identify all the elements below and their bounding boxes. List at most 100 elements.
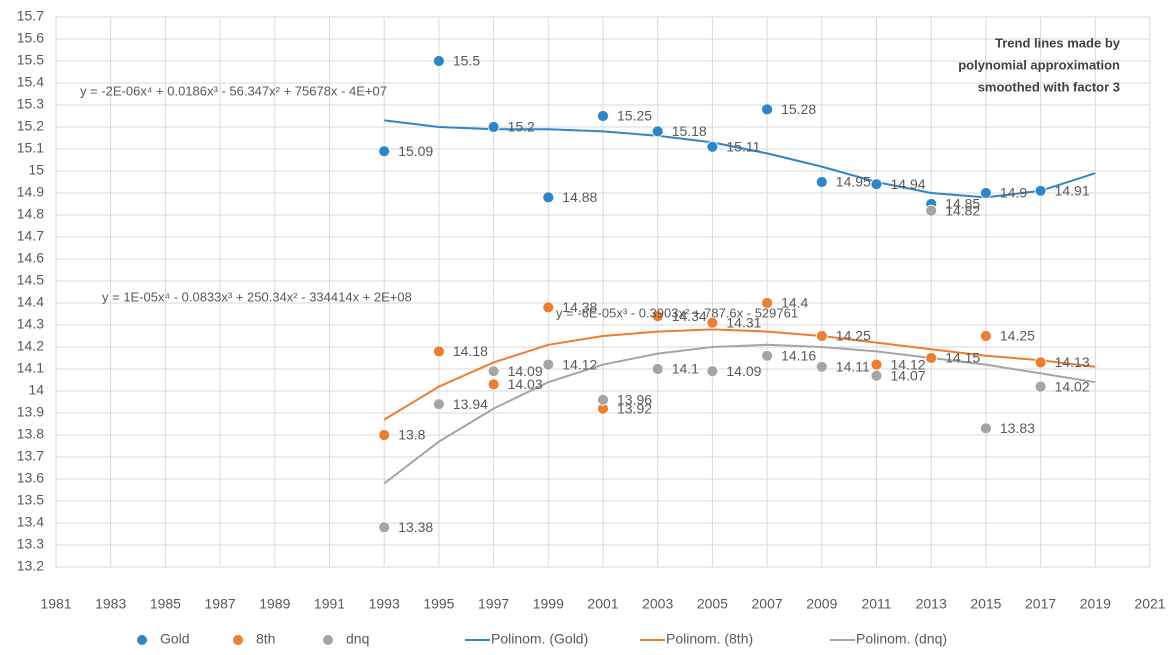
point — [980, 422, 992, 435]
y-tick-label: 14.2 — [17, 338, 44, 354]
point — [1034, 356, 1047, 369]
point — [487, 365, 500, 378]
data-label: 14.88 — [562, 189, 597, 205]
y-tick-label: 15.7 — [17, 8, 44, 24]
point — [761, 297, 773, 309]
point — [815, 176, 828, 188]
y-tick-label: 14.1 — [17, 360, 44, 376]
data-label: 14.38 — [562, 299, 597, 315]
data-label: 14.94 — [891, 176, 926, 192]
y-tick-label: 13.2 — [17, 558, 44, 574]
data-label: 15.2 — [508, 119, 535, 135]
point — [542, 191, 555, 204]
x-tick-label: 1981 — [40, 596, 71, 612]
trend-equation: y = -6E-05x³ - 0.3903x² + 787.6x - 52976… — [556, 305, 798, 320]
x-tick-label: 2005 — [697, 596, 728, 612]
legend-label: Gold — [160, 631, 190, 647]
y-tick-label: 14.6 — [17, 250, 44, 266]
y-tick-label: 14.7 — [17, 228, 44, 244]
data-label: 14.12 — [891, 356, 926, 372]
chart-title: Trend lines made by — [995, 35, 1121, 50]
point — [378, 521, 391, 534]
x-tick-label: 2015 — [970, 596, 1001, 612]
data-label: 14.25 — [836, 328, 871, 344]
legend-label: dnq — [346, 631, 369, 647]
data-label: 13.83 — [1000, 420, 1035, 436]
data-label: 14.13 — [1055, 354, 1090, 370]
data-label: 14.03 — [508, 376, 543, 392]
point — [1034, 380, 1047, 393]
point — [651, 363, 664, 375]
y-tick-label: 13.7 — [17, 448, 44, 464]
data-label: 14.91 — [1055, 183, 1090, 199]
x-tick-label: 2017 — [1025, 596, 1056, 612]
point — [651, 310, 664, 323]
x-tick-label: 1989 — [259, 596, 290, 612]
x-tick-label: 1985 — [150, 596, 181, 612]
y-tick-label: 15.5 — [17, 52, 44, 68]
data-label: 14.9 — [1000, 185, 1027, 201]
trend-equation: y = -2E-06x⁴ + 0.0186x³ - 56.347x² + 756… — [80, 83, 387, 98]
data-label: 14.34 — [672, 308, 707, 324]
legend-marker — [323, 635, 333, 645]
data-label: 14.09 — [508, 363, 543, 379]
data-label: 13.94 — [453, 396, 488, 412]
data-label: 14.11 — [836, 359, 870, 375]
y-tick-label: 13.5 — [17, 492, 44, 508]
x-tick-label: 1993 — [369, 596, 400, 612]
y-tick-label: 14 — [28, 382, 44, 398]
point — [706, 365, 719, 378]
data-label: 13.92 — [617, 400, 652, 416]
legend-marker — [137, 635, 147, 645]
point — [432, 345, 445, 358]
y-tick-label: 14.9 — [17, 184, 44, 200]
trend-equation: y = 1E-05x⁴ - 0.0833x³ + 250.34x² - 3344… — [102, 289, 412, 304]
point — [432, 55, 445, 67]
legend-label: Polinom. (8th) — [666, 631, 753, 647]
y-tick-label: 15.2 — [17, 118, 44, 134]
data-label: 15.28 — [781, 101, 816, 117]
data-label: 14.12 — [562, 356, 597, 372]
point — [706, 316, 719, 329]
chart-title: polynomial approximation — [958, 57, 1120, 72]
legend-label: 8th — [256, 631, 275, 647]
point — [870, 358, 883, 371]
x-tick-label: 2007 — [752, 596, 783, 612]
point — [706, 140, 719, 153]
point — [487, 121, 500, 133]
point — [815, 360, 828, 373]
data-label: 13.96 — [617, 392, 652, 408]
y-tick-label: 14.3 — [17, 316, 44, 332]
trend-line — [383, 328, 1096, 421]
y-tick-label: 13.9 — [17, 404, 44, 420]
x-tick-label: 1987 — [205, 596, 236, 612]
y-tick-label: 13.8 — [17, 426, 44, 442]
point — [980, 187, 992, 199]
x-tick-label: 2013 — [916, 596, 947, 612]
y-tick-label: 13.6 — [17, 470, 44, 486]
point — [651, 125, 664, 138]
y-tick-label: 15.3 — [17, 96, 44, 112]
data-label: 13.38 — [398, 519, 433, 535]
point — [378, 429, 391, 441]
y-tick-label: 15.6 — [17, 30, 44, 46]
point — [925, 352, 938, 364]
y-tick-label: 13.3 — [17, 536, 44, 552]
data-label: 14.85 — [945, 196, 980, 212]
point — [542, 358, 555, 371]
point — [1034, 184, 1047, 197]
legend-label: Polinom. (Gold) — [491, 631, 588, 647]
data-label: 14.18 — [453, 343, 488, 359]
data-label: 14.82 — [945, 202, 980, 218]
point — [487, 378, 500, 391]
data-label: 15.5 — [453, 53, 480, 69]
trend-line — [384, 119, 1096, 199]
x-tick-label: 2001 — [587, 596, 618, 612]
data-label: 15.09 — [398, 143, 433, 159]
x-tick-label: 1995 — [423, 596, 454, 612]
point — [542, 301, 555, 314]
y-tick-label: 13.4 — [17, 514, 44, 530]
y-tick-label: 15.4 — [17, 74, 44, 90]
point — [597, 110, 609, 122]
